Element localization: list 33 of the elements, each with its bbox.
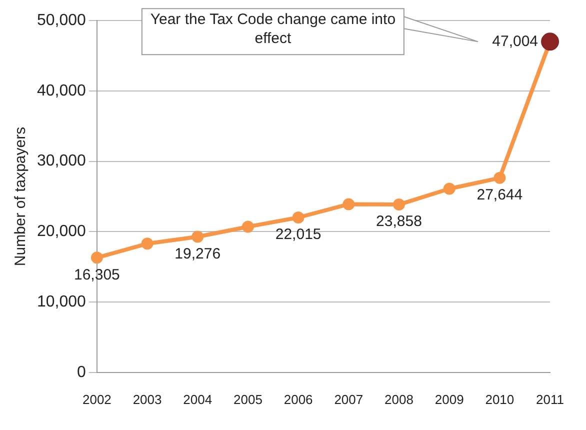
data-label: 16,305 <box>74 266 120 284</box>
x-tick-label: 2009 <box>434 392 464 407</box>
point <box>90 252 103 264</box>
x-tick-label: 2006 <box>284 392 313 407</box>
y-tick-label: 30,000 <box>37 152 86 170</box>
x-tick-label: 2007 <box>334 392 364 407</box>
data-label: 19,276 <box>174 245 221 262</box>
x-tick-label: 2010 <box>485 392 514 407</box>
point <box>494 172 506 184</box>
data-label: 27,644 <box>476 186 523 204</box>
point <box>192 230 204 243</box>
point <box>242 220 254 233</box>
x-tick-label: 2002 <box>82 392 112 407</box>
x-tick-label: 2005 <box>234 392 262 407</box>
y-tick-label: 40,000 <box>37 82 86 100</box>
point <box>392 198 405 211</box>
x-tick-label: 2003 <box>132 392 162 407</box>
point <box>342 198 355 210</box>
x-tick-label: 2011 <box>536 392 564 407</box>
point <box>443 182 456 195</box>
y-tick-label: 20,000 <box>37 223 86 240</box>
x-tick-label: 2008 <box>384 392 414 407</box>
annotation: Year the Tax Code change came into effect <box>150 11 396 48</box>
point <box>141 238 154 250</box>
data-label: 23,858 <box>376 213 422 230</box>
y-tick-label: 50,000 <box>37 12 86 30</box>
y-tick-label: 10,000 <box>37 293 86 310</box>
y-axis-title: Number of taxpayers <box>12 126 30 266</box>
point <box>292 212 304 224</box>
data-label: 47,004 <box>492 32 538 50</box>
data-label: 22,015 <box>275 226 322 244</box>
y-tick-label: 0 <box>77 364 86 381</box>
x-tick-label: 2004 <box>183 392 212 407</box>
